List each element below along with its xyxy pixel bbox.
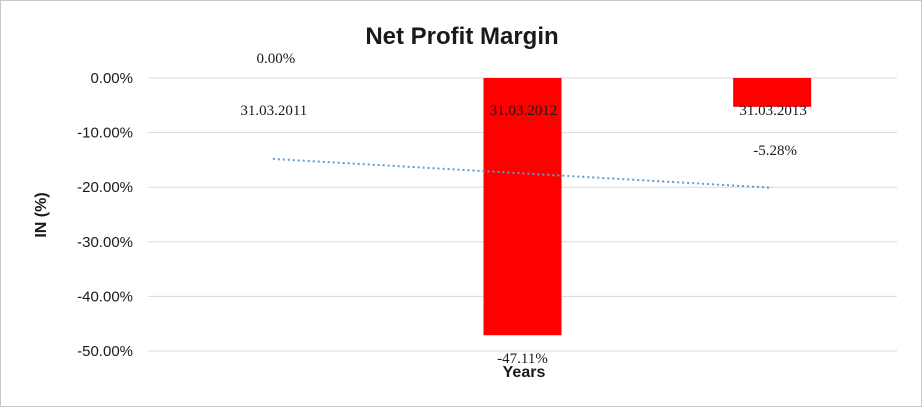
category-label: 31.03.2011 — [240, 103, 307, 119]
bar — [733, 78, 812, 107]
bars — [483, 78, 812, 336]
y-tick-label: -40.00% — [77, 288, 133, 305]
y-tick-label: -10.00% — [77, 125, 133, 142]
y-axis-title: IN (%) — [33, 192, 50, 237]
data-label: -5.28% — [753, 143, 797, 159]
data-labels: 0.00% -47.11% -5.28% — [256, 51, 797, 367]
chart-title: Net Profit Margin — [365, 23, 558, 50]
y-tick-label: -50.00% — [77, 343, 133, 360]
y-tick-label: 0.00% — [90, 70, 133, 87]
trendline-line — [272, 157, 773, 189]
category-label: 31.03.2013 — [739, 103, 807, 119]
y-tick-label: -20.00% — [77, 179, 133, 196]
bar — [483, 78, 562, 336]
data-label: 0.00% — [256, 51, 295, 67]
category-label: 31.03.2012 — [490, 103, 558, 119]
data-label: -47.11% — [497, 351, 548, 367]
trendline — [272, 157, 773, 189]
category-labels: 31.03.2011 31.03.2012 31.03.2013 — [240, 103, 807, 119]
x-axis-title: Years — [503, 364, 546, 381]
y-axis-tick-labels: 0.00% -10.00% -20.00% -30.00% -40.00% -50.00% — [77, 70, 133, 360]
y-tick-label: -30.00% — [77, 234, 133, 251]
